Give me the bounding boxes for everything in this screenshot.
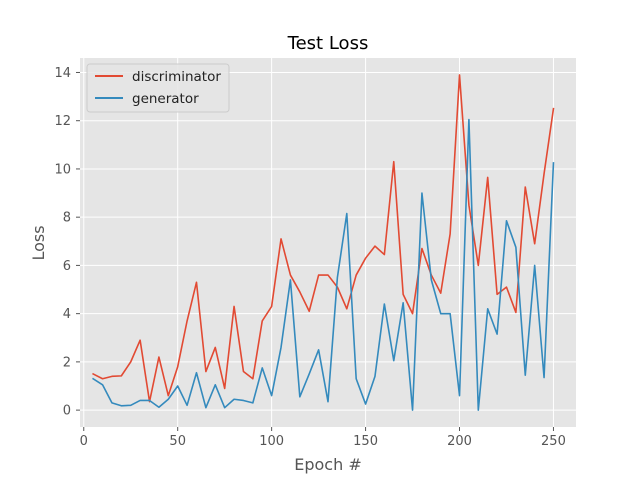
legend: discriminator generator <box>86 63 230 113</box>
chart-title: Test Loss <box>287 33 369 54</box>
y-tick-label: 6 <box>63 259 71 274</box>
y-tick-label: 8 <box>63 211 71 226</box>
series-lines <box>92 74 555 411</box>
plot-area <box>80 58 576 427</box>
x-tick-label: 200 <box>447 434 472 449</box>
y-tick-label: 12 <box>54 114 71 129</box>
x-axis-label: Epoch # <box>294 455 361 474</box>
y-axis-label: Loss <box>29 225 48 260</box>
x-tick-label: 50 <box>169 434 186 449</box>
x-tick-label: 150 <box>353 434 378 449</box>
x-tick-label: 100 <box>259 434 284 449</box>
y-tick-label: 0 <box>63 404 71 419</box>
series-line-generator <box>92 118 555 411</box>
grid-lines <box>80 58 576 427</box>
x-axis-ticks: 0 50 100 150 200 250 <box>80 427 566 449</box>
y-tick-label: 4 <box>63 307 71 322</box>
legend-label-generator: generator <box>132 91 199 107</box>
x-tick-label: 250 <box>541 434 566 449</box>
y-tick-label: 14 <box>54 66 71 81</box>
y-tick-label: 2 <box>63 355 71 370</box>
x-tick-label: 0 <box>80 434 88 449</box>
y-tick-label: 10 <box>54 162 71 177</box>
series-line-discriminator <box>92 74 555 403</box>
legend-label-discriminator: discriminator <box>132 69 221 85</box>
y-axis-ticks: 0 2 4 6 8 10 12 14 <box>54 66 80 419</box>
